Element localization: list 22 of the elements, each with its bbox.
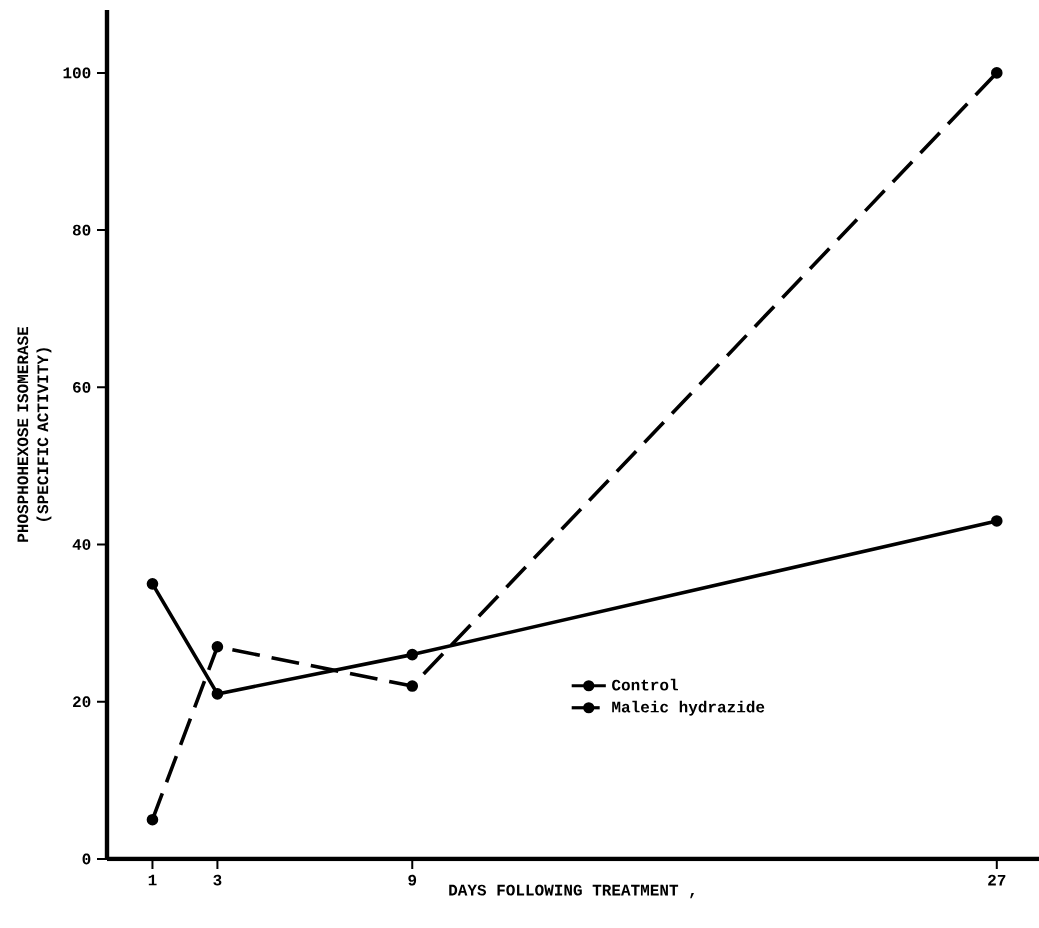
x-tick-label: 9: [408, 874, 417, 886]
point: [146, 813, 159, 826]
point: [406, 680, 419, 692]
point: [211, 688, 224, 700]
legend-label: Control: [612, 678, 678, 691]
y-tick-label: 60: [73, 381, 91, 393]
y-tick-label: 100: [63, 67, 91, 79]
y-tick-label: 40: [72, 539, 91, 550]
y-tick-label: 20: [73, 696, 91, 708]
x-axis-title: DAYS FOLLOWING TREATMENT ,: [449, 884, 694, 899]
y-tick-label: 0: [82, 853, 91, 865]
point: [211, 640, 224, 653]
point: [990, 67, 1003, 79]
y-tick-label: 80: [72, 224, 91, 236]
x-tick-label: 3: [213, 874, 222, 886]
point: [146, 578, 159, 590]
x-tick-label: 1: [148, 874, 157, 886]
point: [406, 648, 419, 661]
x-tick-label: 27: [988, 874, 1006, 886]
point: [990, 515, 1003, 527]
y-axis-title: PHOSPHOHEXOSE ISOMERASE (SPECIFIC ACTIVITY): [17, 326, 52, 542]
legend-label: Maleic hydrazide: [612, 700, 765, 716]
